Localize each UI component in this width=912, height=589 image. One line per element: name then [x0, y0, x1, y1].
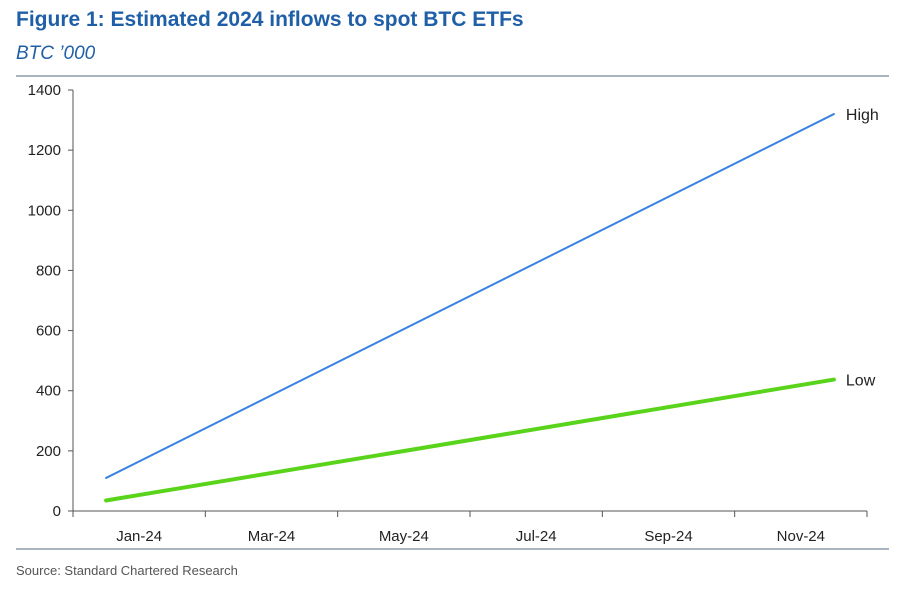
- y-tick-label: 800: [36, 262, 61, 279]
- x-tick-label: Sep-24: [644, 528, 692, 545]
- top-divider: [16, 75, 889, 77]
- x-tick-label: May-24: [379, 528, 429, 545]
- x-tick-label: Jul-24: [516, 528, 557, 545]
- y-tick-label: 200: [36, 443, 61, 460]
- chart-subtitle: BTC ’000: [16, 43, 96, 64]
- series-label-low: Low: [846, 373, 876, 390]
- source-note: Source: Standard Chartered Research: [16, 563, 238, 578]
- y-tick-label: 600: [36, 323, 61, 340]
- chart-series: High Low: [104, 107, 879, 503]
- y-tick-label: 1200: [28, 142, 61, 159]
- y-tick-label: 1400: [28, 82, 61, 99]
- series-label-high: High: [846, 107, 879, 124]
- bottom-divider: [16, 548, 889, 550]
- x-tick-label: Mar-24: [248, 528, 296, 545]
- chart-axes: 0 200 400 600 800 1000 1200 1400 Jan-24 Mar-24 May…: [28, 82, 868, 545]
- y-tick-label: 1000: [28, 202, 61, 219]
- series-line-high: [105, 113, 835, 479]
- chart-title: Figure 1: Estimated 2024 inflows to spot…: [16, 8, 524, 31]
- y-tick-label: 400: [36, 383, 61, 400]
- series-line-low: [104, 377, 836, 503]
- x-tick-label: Jan-24: [116, 528, 162, 545]
- y-tick-label: 0: [53, 503, 61, 520]
- x-tick-label: Nov-24: [777, 528, 825, 545]
